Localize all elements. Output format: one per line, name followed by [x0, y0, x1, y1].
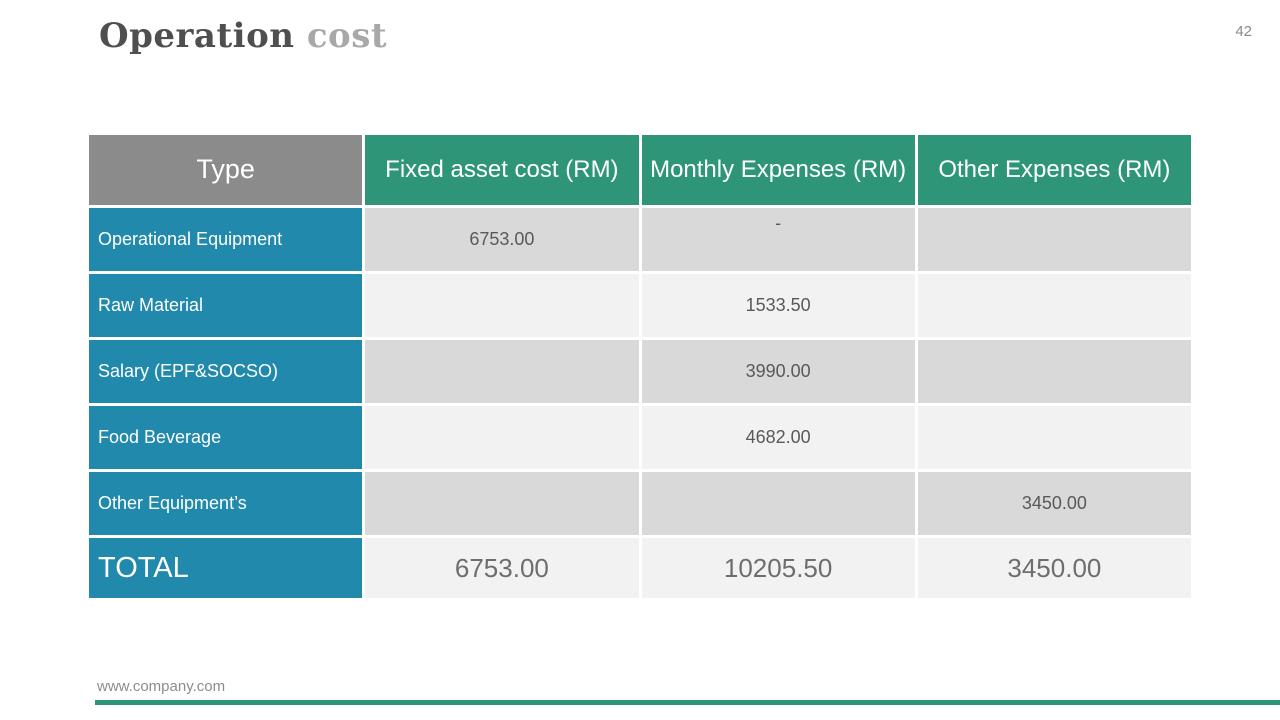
- value-cell: [917, 208, 1191, 271]
- total-value-cell: 6753.00: [365, 538, 639, 598]
- header-row: Type Fixed asset cost (RM) Monthly Expen…: [89, 135, 1191, 205]
- value-cell: [365, 472, 639, 535]
- row-label-cell: Operational Equipment: [89, 208, 363, 271]
- col-header-type: Type: [89, 135, 363, 205]
- value-cell: 1533.50: [641, 274, 915, 337]
- page-number: 42: [1235, 23, 1252, 40]
- value-cell: [917, 274, 1191, 337]
- total-value-cell: 3450.00: [917, 538, 1191, 598]
- value-cell: [365, 340, 639, 403]
- col-header-monthly-expenses: Monthly Expenses (RM): [641, 135, 915, 205]
- table-row: Raw Material 1533.50: [89, 274, 1191, 337]
- value-cell: [365, 274, 639, 337]
- operation-cost-table: Type Fixed asset cost (RM) Monthly Expen…: [86, 132, 1194, 601]
- value-cell: 6753.00: [365, 208, 639, 271]
- total-label-cell: TOTAL: [89, 538, 363, 598]
- table-row: Salary (EPF&SOCSO) 3990.00: [89, 340, 1191, 403]
- slide-title: Operation cost: [99, 16, 387, 56]
- value-cell: -: [641, 208, 915, 271]
- row-label-cell: Other Equipment’s: [89, 472, 363, 535]
- value-cell: 3990.00: [641, 340, 915, 403]
- table-row: Operational Equipment 6753.00 -: [89, 208, 1191, 271]
- table-row: Other Equipment’s 3450.00: [89, 472, 1191, 535]
- footer-accent-bar: [95, 700, 1280, 705]
- value-cell: [917, 340, 1191, 403]
- row-label-cell: Food Beverage: [89, 406, 363, 469]
- value-cell: 4682.00: [641, 406, 915, 469]
- value-cell: 3450.00: [917, 472, 1191, 535]
- value-cell: [641, 472, 915, 535]
- value-cell: [917, 406, 1191, 469]
- footer-url: www.company.com: [97, 678, 226, 695]
- value-cell: [365, 406, 639, 469]
- row-label-cell: Salary (EPF&SOCSO): [89, 340, 363, 403]
- total-value-cell: 10205.50: [641, 538, 915, 598]
- col-header-fixed-asset-cost: Fixed asset cost (RM): [365, 135, 639, 205]
- col-header-other-expenses: Other Expenses (RM): [917, 135, 1191, 205]
- row-label-cell: Raw Material: [89, 274, 363, 337]
- total-row: TOTAL 6753.00 10205.50 3450.00: [89, 538, 1191, 598]
- title-primary: Operation: [99, 16, 295, 56]
- table-row: Food Beverage 4682.00: [89, 406, 1191, 469]
- title-secondary: cost: [306, 16, 388, 56]
